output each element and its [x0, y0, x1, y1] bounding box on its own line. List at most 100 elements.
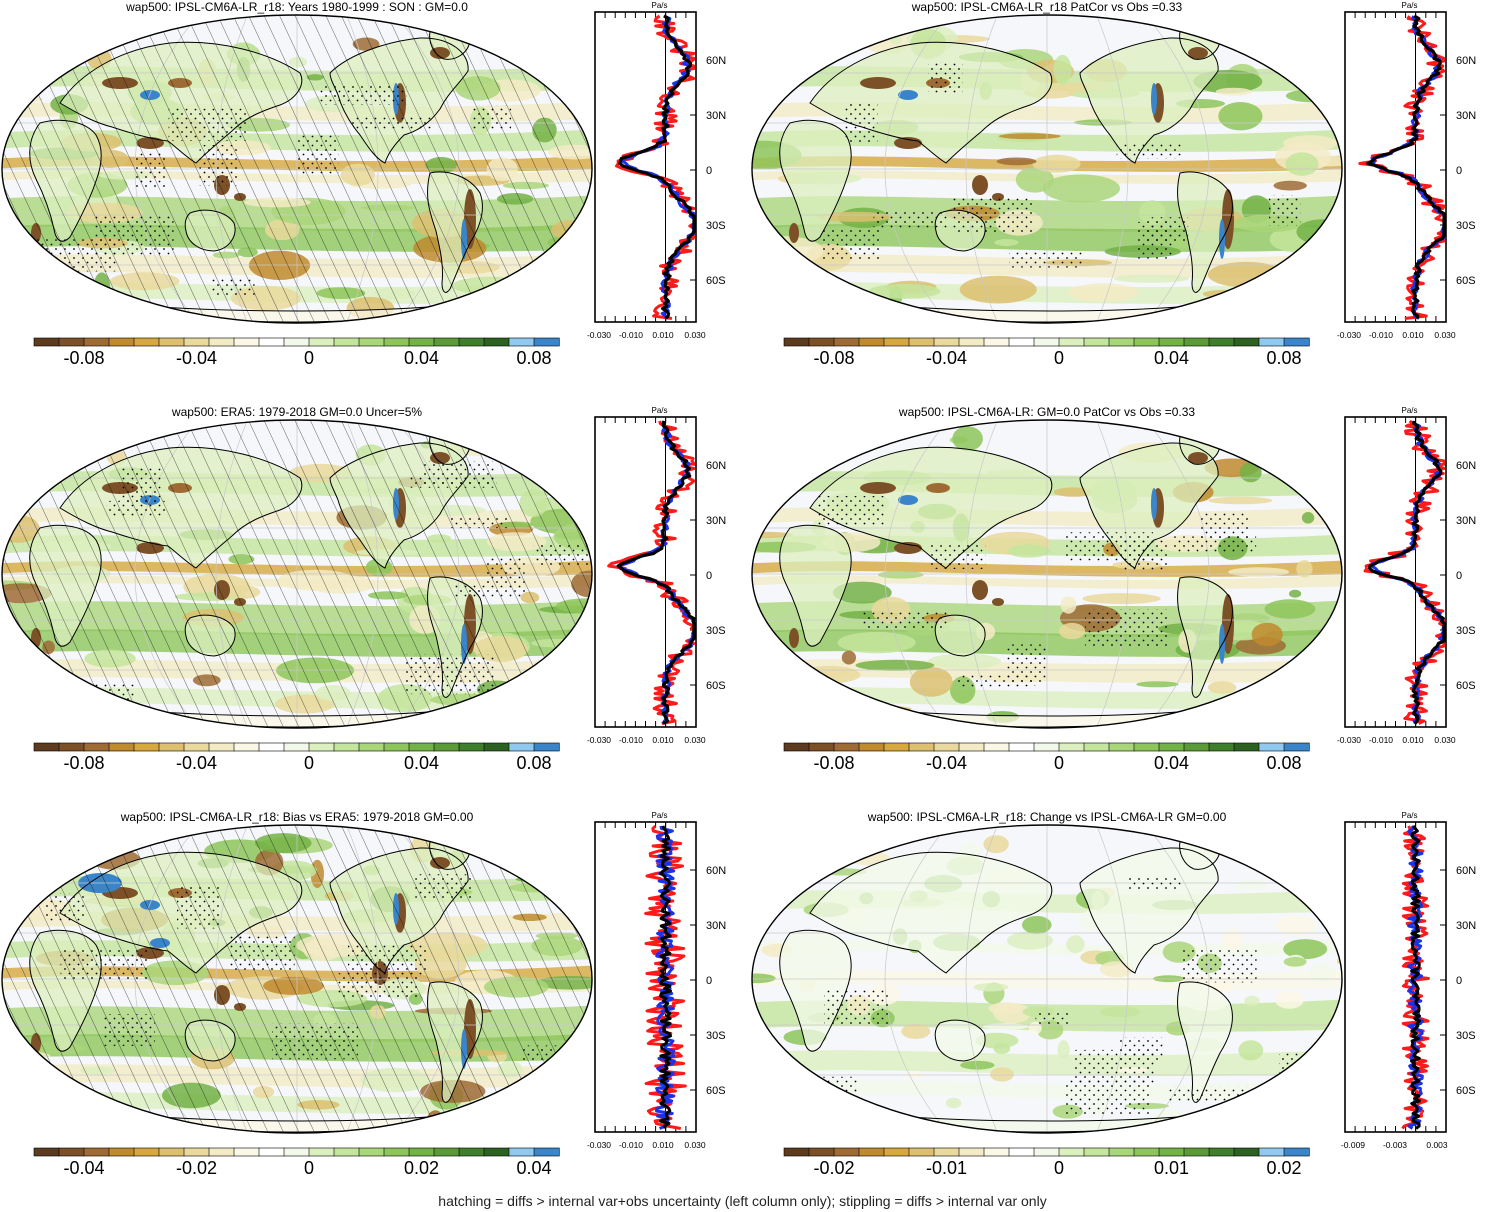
colorbar-tick: -0.08: [63, 753, 104, 773]
colorbar-tick: -0.02: [813, 1158, 854, 1178]
colorbar-tick: 0.02: [1266, 1158, 1301, 1178]
colorbar-tick: 0: [304, 348, 314, 368]
panel-title: wap500: ERA5: 1979-2018 GM=0.0 Uncer=5%: [171, 405, 423, 419]
colorbar: -0.08 -0.04 0 0.04 0.08: [33, 742, 560, 773]
world-map[interactable]: [750, 13, 1344, 325]
zonal-mean-profile: Pa/s 60N 30N 0 30S 60S -0.030 -0.010 0.010 0.030: [587, 811, 726, 1150]
profile-y-tick: 30N: [706, 110, 726, 122]
colorbar-tick: -0.02: [176, 1158, 217, 1178]
profile-y-tick: 30N: [1456, 110, 1476, 122]
profile-y-tick: 30S: [1456, 220, 1476, 232]
profile-unit: Pa/s: [651, 811, 667, 820]
profile-x-tick: 0.010: [652, 735, 674, 745]
profile-x-tick: -0.010: [1369, 330, 1393, 340]
zonal-mean-profile: Pa/s 60N 30N 0 30S 60S -0.030 -0.010 0.010 0.030: [1337, 1, 1476, 340]
profile-y-tick: 60N: [706, 460, 726, 472]
profile-y-tick: 60S: [706, 275, 726, 287]
panel-model-patcor: wap500: IPSL-CM6A-LR_r18 PatCor vs Obs =…: [750, 0, 1485, 400]
colorbar-tick: -0.04: [176, 753, 217, 773]
profile-x-tick: -0.010: [619, 330, 643, 340]
colorbar-tick: 0: [304, 1158, 314, 1178]
profile-y-tick: 60S: [1456, 1085, 1476, 1097]
profile-x-tick: -0.030: [1337, 330, 1361, 340]
colorbar-tick: 0.04: [1154, 348, 1189, 368]
profile-x-tick: 0.030: [1434, 735, 1456, 745]
world-map[interactable]: [750, 418, 1344, 730]
colorbar-tick: 0.04: [404, 753, 439, 773]
panel-title: wap500: IPSL-CM6A-LR_r18 PatCor vs Obs =…: [911, 0, 1183, 14]
profile-x-tick: -0.009: [1341, 1140, 1365, 1150]
zonal-mean-profile: Pa/s 60N 30N 0 30S 60S -0.009 -0.003 0.003: [1341, 811, 1476, 1150]
colorbar: -0.04 -0.02 0 0.02 0.04: [33, 1147, 560, 1178]
profile-x-tick: 0.030: [684, 735, 706, 745]
profile-y-tick: 30S: [706, 625, 726, 637]
profile-x-tick: 0.010: [1402, 735, 1424, 745]
profile-x-tick: -0.030: [587, 1140, 611, 1150]
profile-y-tick: 30N: [706, 515, 726, 527]
colorbar-tick: 0: [304, 753, 314, 773]
profile-x-tick: -0.010: [1369, 735, 1393, 745]
colorbar-tick: 0.08: [516, 348, 551, 368]
profile-y-tick: 60S: [706, 1085, 726, 1097]
panel-title: wap500: IPSL-CM6A-LR_r18: Bias vs ERA5: …: [120, 810, 474, 824]
profile-y-tick: 60N: [1456, 460, 1476, 472]
profile-y-tick: 0: [706, 570, 712, 582]
profile-x-tick: -0.003: [1383, 1140, 1407, 1150]
zonal-mean-profile: Pa/s 60N 30N 0 30S 60S -0.030 -0.010 0.010 0.030: [587, 1, 726, 340]
colorbar-tick: 0.04: [404, 348, 439, 368]
footnote: hatching = diffs > internal var+obs unce…: [438, 1193, 1047, 1209]
panel-era5-observations: wap500: ERA5: 1979-2018 GM=0.0 Uncer=5% …: [0, 405, 742, 805]
profile-x-tick: 0.030: [1434, 330, 1456, 340]
colorbar-tick: 0.08: [1266, 753, 1301, 773]
profile-y-tick: 30S: [706, 220, 726, 232]
colorbar-tick: -0.04: [926, 753, 967, 773]
zonal-mean-profile: Pa/s 60N 30N 0 30S 60S -0.030 -0.010 0.010 0.030: [1337, 406, 1476, 745]
world-map[interactable]: [750, 823, 1344, 1135]
profile-y-tick: 60N: [1456, 55, 1476, 67]
profile-y-tick: 60N: [1456, 865, 1476, 877]
colorbar-tick: -0.01: [926, 1158, 967, 1178]
profile-x-tick: 0.010: [1402, 330, 1424, 340]
panel-model-climatology: wap500: IPSL-CM6A-LR_r18: Years 1980-199…: [0, 0, 742, 400]
profile-x-tick: -0.010: [619, 1140, 643, 1150]
panel-bias-vs-era5: wap500: IPSL-CM6A-LR_r18: Bias vs ERA5: …: [0, 810, 742, 1210]
profile-unit: Pa/s: [1401, 406, 1417, 415]
profile-x-tick: -0.030: [587, 330, 611, 340]
profile-unit: Pa/s: [651, 406, 667, 415]
colorbar: -0.08 -0.04 0 0.04 0.08: [33, 337, 560, 368]
profile-y-tick: 0: [706, 975, 712, 987]
profile-y-tick: 60N: [706, 55, 726, 67]
profile-unit: Pa/s: [1401, 811, 1417, 820]
panel-title: wap500: IPSL-CM6A-LR_r18: Years 1980-199…: [126, 0, 468, 14]
profile-x-tick: 0.010: [652, 330, 674, 340]
world-map[interactable]: [0, 418, 594, 730]
profile-unit: Pa/s: [651, 1, 667, 10]
panel-ensemble-patcor: wap500: IPSL-CM6A-LR: GM=0.0 PatCor vs O…: [750, 405, 1485, 805]
profile-x-tick: -0.010: [619, 735, 643, 745]
profile-x-tick: 0.003: [1426, 1140, 1448, 1150]
colorbar: -0.02 -0.01 0 0.01 0.02: [783, 1147, 1310, 1178]
profile-y-tick: 0: [1456, 975, 1462, 987]
world-map[interactable]: [0, 13, 594, 325]
profile-y-tick: 30N: [706, 920, 726, 932]
profile-x-tick: 0.030: [684, 1140, 706, 1150]
profile-x-tick: 0.010: [652, 1140, 674, 1150]
panel-title: wap500: IPSL-CM6A-LR_r18: Change vs IPSL…: [867, 810, 1227, 824]
world-map[interactable]: [0, 823, 594, 1135]
profile-x-tick: -0.030: [1337, 735, 1361, 745]
colorbar-tick: 0: [1054, 753, 1064, 773]
profile-y-tick: 30N: [1456, 515, 1476, 527]
zonal-mean-profile: Pa/s 60N 30N 0 30S 60S -0.030 -0.010 0.010 0.030: [587, 406, 726, 745]
colorbar: -0.08 -0.04 0 0.04 0.08: [783, 337, 1310, 368]
profile-x-tick: -0.030: [587, 735, 611, 745]
profile-y-tick: 30N: [1456, 920, 1476, 932]
panel-change-vs-ensemble: wap500: IPSL-CM6A-LR_r18: Change vs IPSL…: [750, 810, 1485, 1210]
profile-y-tick: 0: [1456, 570, 1462, 582]
colorbar-tick: 0: [1054, 348, 1064, 368]
panel-title: wap500: IPSL-CM6A-LR: GM=0.0 PatCor vs O…: [898, 405, 1196, 419]
colorbar-tick: 0.02: [404, 1158, 439, 1178]
profile-y-tick: 60N: [706, 865, 726, 877]
colorbar-tick: -0.04: [63, 1158, 104, 1178]
colorbar-tick: -0.04: [926, 348, 967, 368]
colorbar-tick: -0.08: [63, 348, 104, 368]
